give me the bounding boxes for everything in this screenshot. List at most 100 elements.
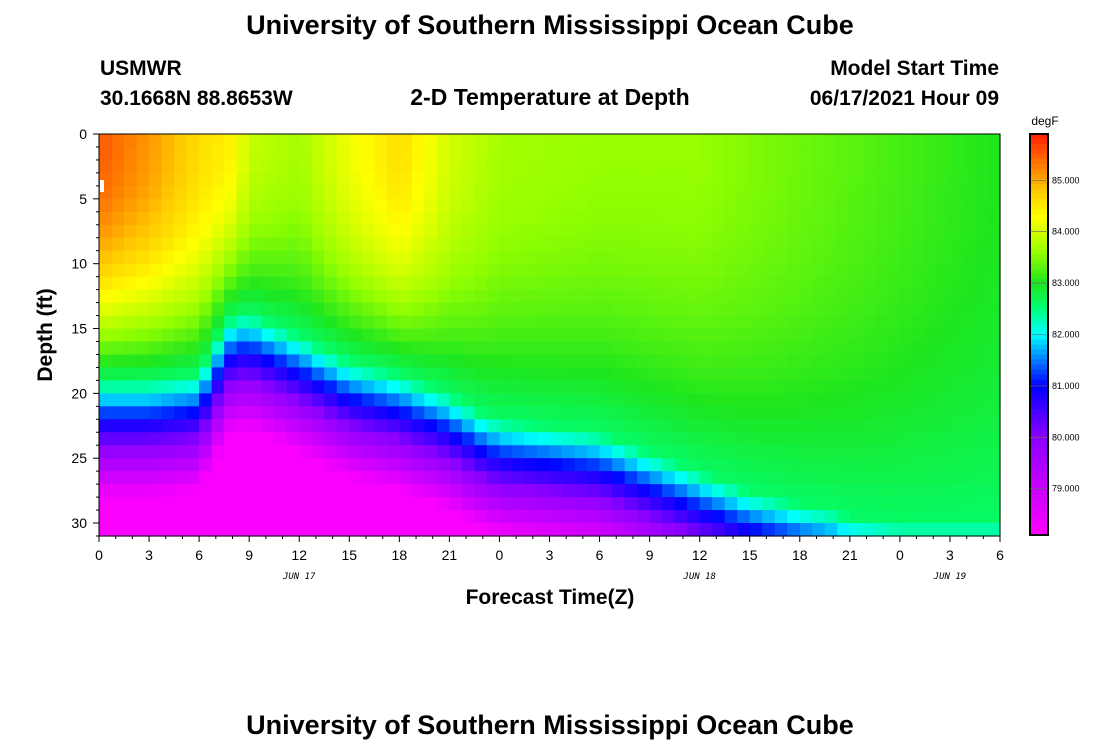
heatmap-cell [924, 432, 939, 446]
heatmap-cell [637, 276, 651, 291]
heatmap-cell [674, 471, 688, 485]
heatmap-cell [887, 185, 901, 200]
heatmap-cell [299, 237, 313, 252]
heatmap-cell [186, 237, 200, 252]
colorbar-swatch [1030, 164, 1048, 170]
heatmap-cell [186, 250, 200, 265]
heatmap-cell [762, 484, 776, 498]
heatmap-cell [361, 134, 375, 148]
heatmap-cell [474, 510, 488, 524]
heatmap-cell [787, 367, 801, 381]
heatmap-cell [737, 354, 751, 369]
heatmap-cell [136, 484, 150, 498]
heatmap-cell [511, 185, 526, 200]
heatmap-cell [486, 276, 501, 291]
heatmap-cell [199, 185, 213, 200]
heatmap-cell [549, 211, 563, 226]
heatmap-cell [211, 159, 225, 174]
heatmap-cell [687, 211, 701, 226]
heatmap-cell [261, 445, 275, 459]
heatmap-cell [562, 328, 576, 343]
heatmap-cell [712, 146, 726, 161]
heatmap-cell [161, 146, 175, 161]
heatmap-cell [949, 445, 964, 459]
heatmap-cell [649, 276, 663, 291]
heatmap-cell [974, 302, 989, 317]
heatmap-cell [924, 393, 939, 407]
heatmap-cell [924, 380, 939, 394]
heatmap-cell [987, 484, 1001, 498]
heatmap-cell [549, 393, 563, 407]
heatmap-cell [161, 445, 175, 459]
heatmap-cell [499, 432, 513, 446]
heatmap-cell [912, 250, 926, 265]
heatmap-cell [812, 471, 826, 485]
heatmap-cell [149, 367, 163, 381]
heatmap-cell [199, 523, 213, 537]
heatmap-cell [274, 432, 288, 446]
heatmap-cell [662, 432, 676, 446]
heatmap-cell [799, 458, 813, 472]
heatmap-cell [511, 445, 526, 459]
heatmap-cell [799, 380, 813, 394]
model-start-time: 06/17/2021 Hour 09 [810, 87, 999, 110]
heatmap-cell [862, 328, 876, 343]
heatmap-cell [562, 341, 576, 356]
heatmap-cell [599, 315, 613, 330]
heatmap-cell [649, 134, 663, 148]
heatmap-cell [562, 134, 576, 148]
date-label: JUN 17 [282, 572, 316, 582]
heatmap-cell [562, 302, 576, 317]
heatmap-cell [799, 146, 813, 161]
heatmap-cell [224, 172, 238, 187]
heatmap-cell [562, 484, 576, 498]
heatmap-cell [511, 523, 526, 537]
heatmap-cell [887, 328, 901, 343]
heatmap-cell [974, 146, 989, 161]
colorbar-swatch [1030, 234, 1048, 240]
heatmap-cell [411, 471, 425, 485]
heatmap-cell [274, 237, 288, 252]
heatmap-cell [461, 237, 476, 252]
heatmap-cell [161, 393, 175, 407]
heatmap-cell [261, 523, 275, 537]
heatmap-cell [199, 458, 213, 472]
heatmap-cell [949, 341, 964, 356]
heatmap-cell [599, 302, 613, 317]
heatmap-cell [712, 458, 726, 472]
heatmap-cell [336, 134, 350, 148]
heatmap-cell [274, 198, 288, 213]
heatmap-cell [211, 289, 225, 304]
heatmap-cell [587, 393, 601, 407]
heatmap-cell [587, 445, 601, 459]
page-title: University of Southern Mississippi Ocean… [246, 10, 854, 40]
heatmap-cell [699, 289, 713, 304]
heatmap-cell [899, 328, 913, 343]
heatmap-cell [587, 159, 601, 174]
heatmap-cell [524, 445, 538, 459]
heatmap-cell [587, 341, 601, 356]
heatmap-cell [762, 510, 776, 524]
colorbar-swatch [1030, 384, 1048, 391]
heatmap-cell [574, 471, 588, 485]
heatmap-cell [311, 510, 325, 524]
heatmap-cell [486, 341, 501, 356]
heatmap-cell [261, 484, 275, 498]
heatmap-cell [974, 250, 989, 265]
heatmap-cell [224, 237, 238, 252]
heatmap-cell [449, 445, 463, 459]
heatmap-cell [574, 341, 588, 356]
x-tick-label: 6 [996, 547, 1004, 563]
heatmap-cell [687, 432, 701, 446]
heatmap-cell [712, 484, 726, 498]
heatmap-cell [424, 510, 438, 524]
heatmap-cell [324, 419, 338, 433]
heatmap-cell [674, 510, 688, 524]
heatmap-cell [411, 432, 425, 446]
heatmap-cell [674, 134, 688, 148]
heatmap-cell [799, 393, 813, 407]
heatmap-cell [924, 484, 939, 498]
heatmap-cell [587, 185, 601, 200]
heatmap-cell [849, 445, 863, 459]
heatmap-cell [937, 380, 951, 394]
